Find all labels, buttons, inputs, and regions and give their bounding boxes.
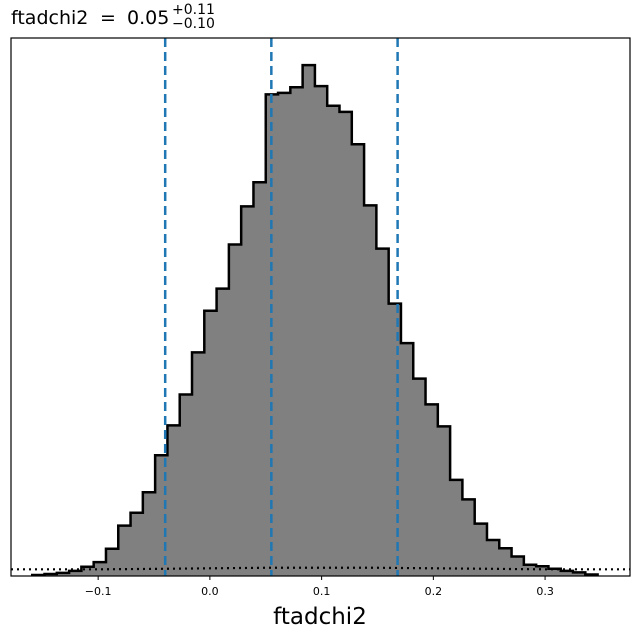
histogram-bar xyxy=(69,570,82,576)
histogram-bar xyxy=(228,244,242,576)
histogram-bar xyxy=(118,525,131,576)
histogram-bar xyxy=(192,352,205,576)
histogram-bar xyxy=(499,548,512,576)
histogram-bar xyxy=(93,562,107,576)
quantile-lines xyxy=(163,38,399,576)
histogram-bar xyxy=(167,425,181,576)
histogram-bar xyxy=(425,404,439,576)
histogram-bar xyxy=(216,288,230,576)
histogram-bar xyxy=(204,310,217,576)
histogram-bar xyxy=(400,343,414,576)
histogram-bar xyxy=(511,556,525,576)
x-tick-label: 0.2 xyxy=(425,585,443,598)
histogram-bar xyxy=(376,248,390,576)
histogram-bar xyxy=(81,566,95,576)
histogram-bar xyxy=(302,65,316,576)
histogram-bar xyxy=(450,479,463,576)
histogram-bar xyxy=(560,570,574,576)
x-axis-label: ftadchi2 xyxy=(273,604,367,630)
histogram-bar xyxy=(486,540,500,576)
histogram-bar xyxy=(364,205,377,576)
histogram-bar xyxy=(548,568,562,576)
histogram-bar xyxy=(179,394,193,576)
x-tick-label: 0.0 xyxy=(201,585,219,598)
histogram-bar xyxy=(105,548,119,576)
histogram-bar xyxy=(339,111,353,577)
histogram-bar xyxy=(474,523,488,576)
histogram-outline xyxy=(30,63,599,577)
histogram-bar xyxy=(290,87,304,576)
histogram-bar xyxy=(253,182,267,576)
histogram-bar xyxy=(462,499,476,576)
histogram-bar xyxy=(327,105,340,576)
plot-frame xyxy=(10,37,631,577)
chart-title-variable: ftadchi2 xyxy=(11,7,88,29)
histogram-bar xyxy=(523,564,537,576)
histogram-bar xyxy=(573,572,586,576)
histogram-bar xyxy=(351,144,365,577)
histogram-bar xyxy=(130,512,144,576)
chart-title-upper-error: +0.11 xyxy=(172,2,215,18)
x-tick-label: 0.3 xyxy=(536,585,554,598)
chart-title-lower-error: −0.10 xyxy=(172,16,215,32)
chart-title-median: 0.05 xyxy=(127,7,169,29)
histogram-bar xyxy=(536,566,549,576)
chart-title-equals: = xyxy=(100,7,116,29)
histogram-bar xyxy=(142,492,156,576)
histogram-bar xyxy=(241,206,254,576)
plot-area: −0.1 0.0 0.1 0.2 0.3 xyxy=(10,37,631,598)
histogram-layer xyxy=(30,63,599,577)
histogram-bar xyxy=(413,378,426,576)
x-axis-ticks: −0.1 0.0 0.1 0.2 0.3 xyxy=(85,576,554,598)
histogram-bar xyxy=(56,572,70,576)
x-tick-label: −0.1 xyxy=(85,585,112,598)
chart-title: ftadchi2 = 0.05 +0.11 −0.10 xyxy=(11,2,215,32)
histogram-bar xyxy=(388,303,402,576)
histogram-bar xyxy=(314,86,328,576)
x-tick-label: 0.1 xyxy=(313,585,331,598)
histogram-bar xyxy=(437,426,451,576)
histogram-bar xyxy=(278,92,291,576)
